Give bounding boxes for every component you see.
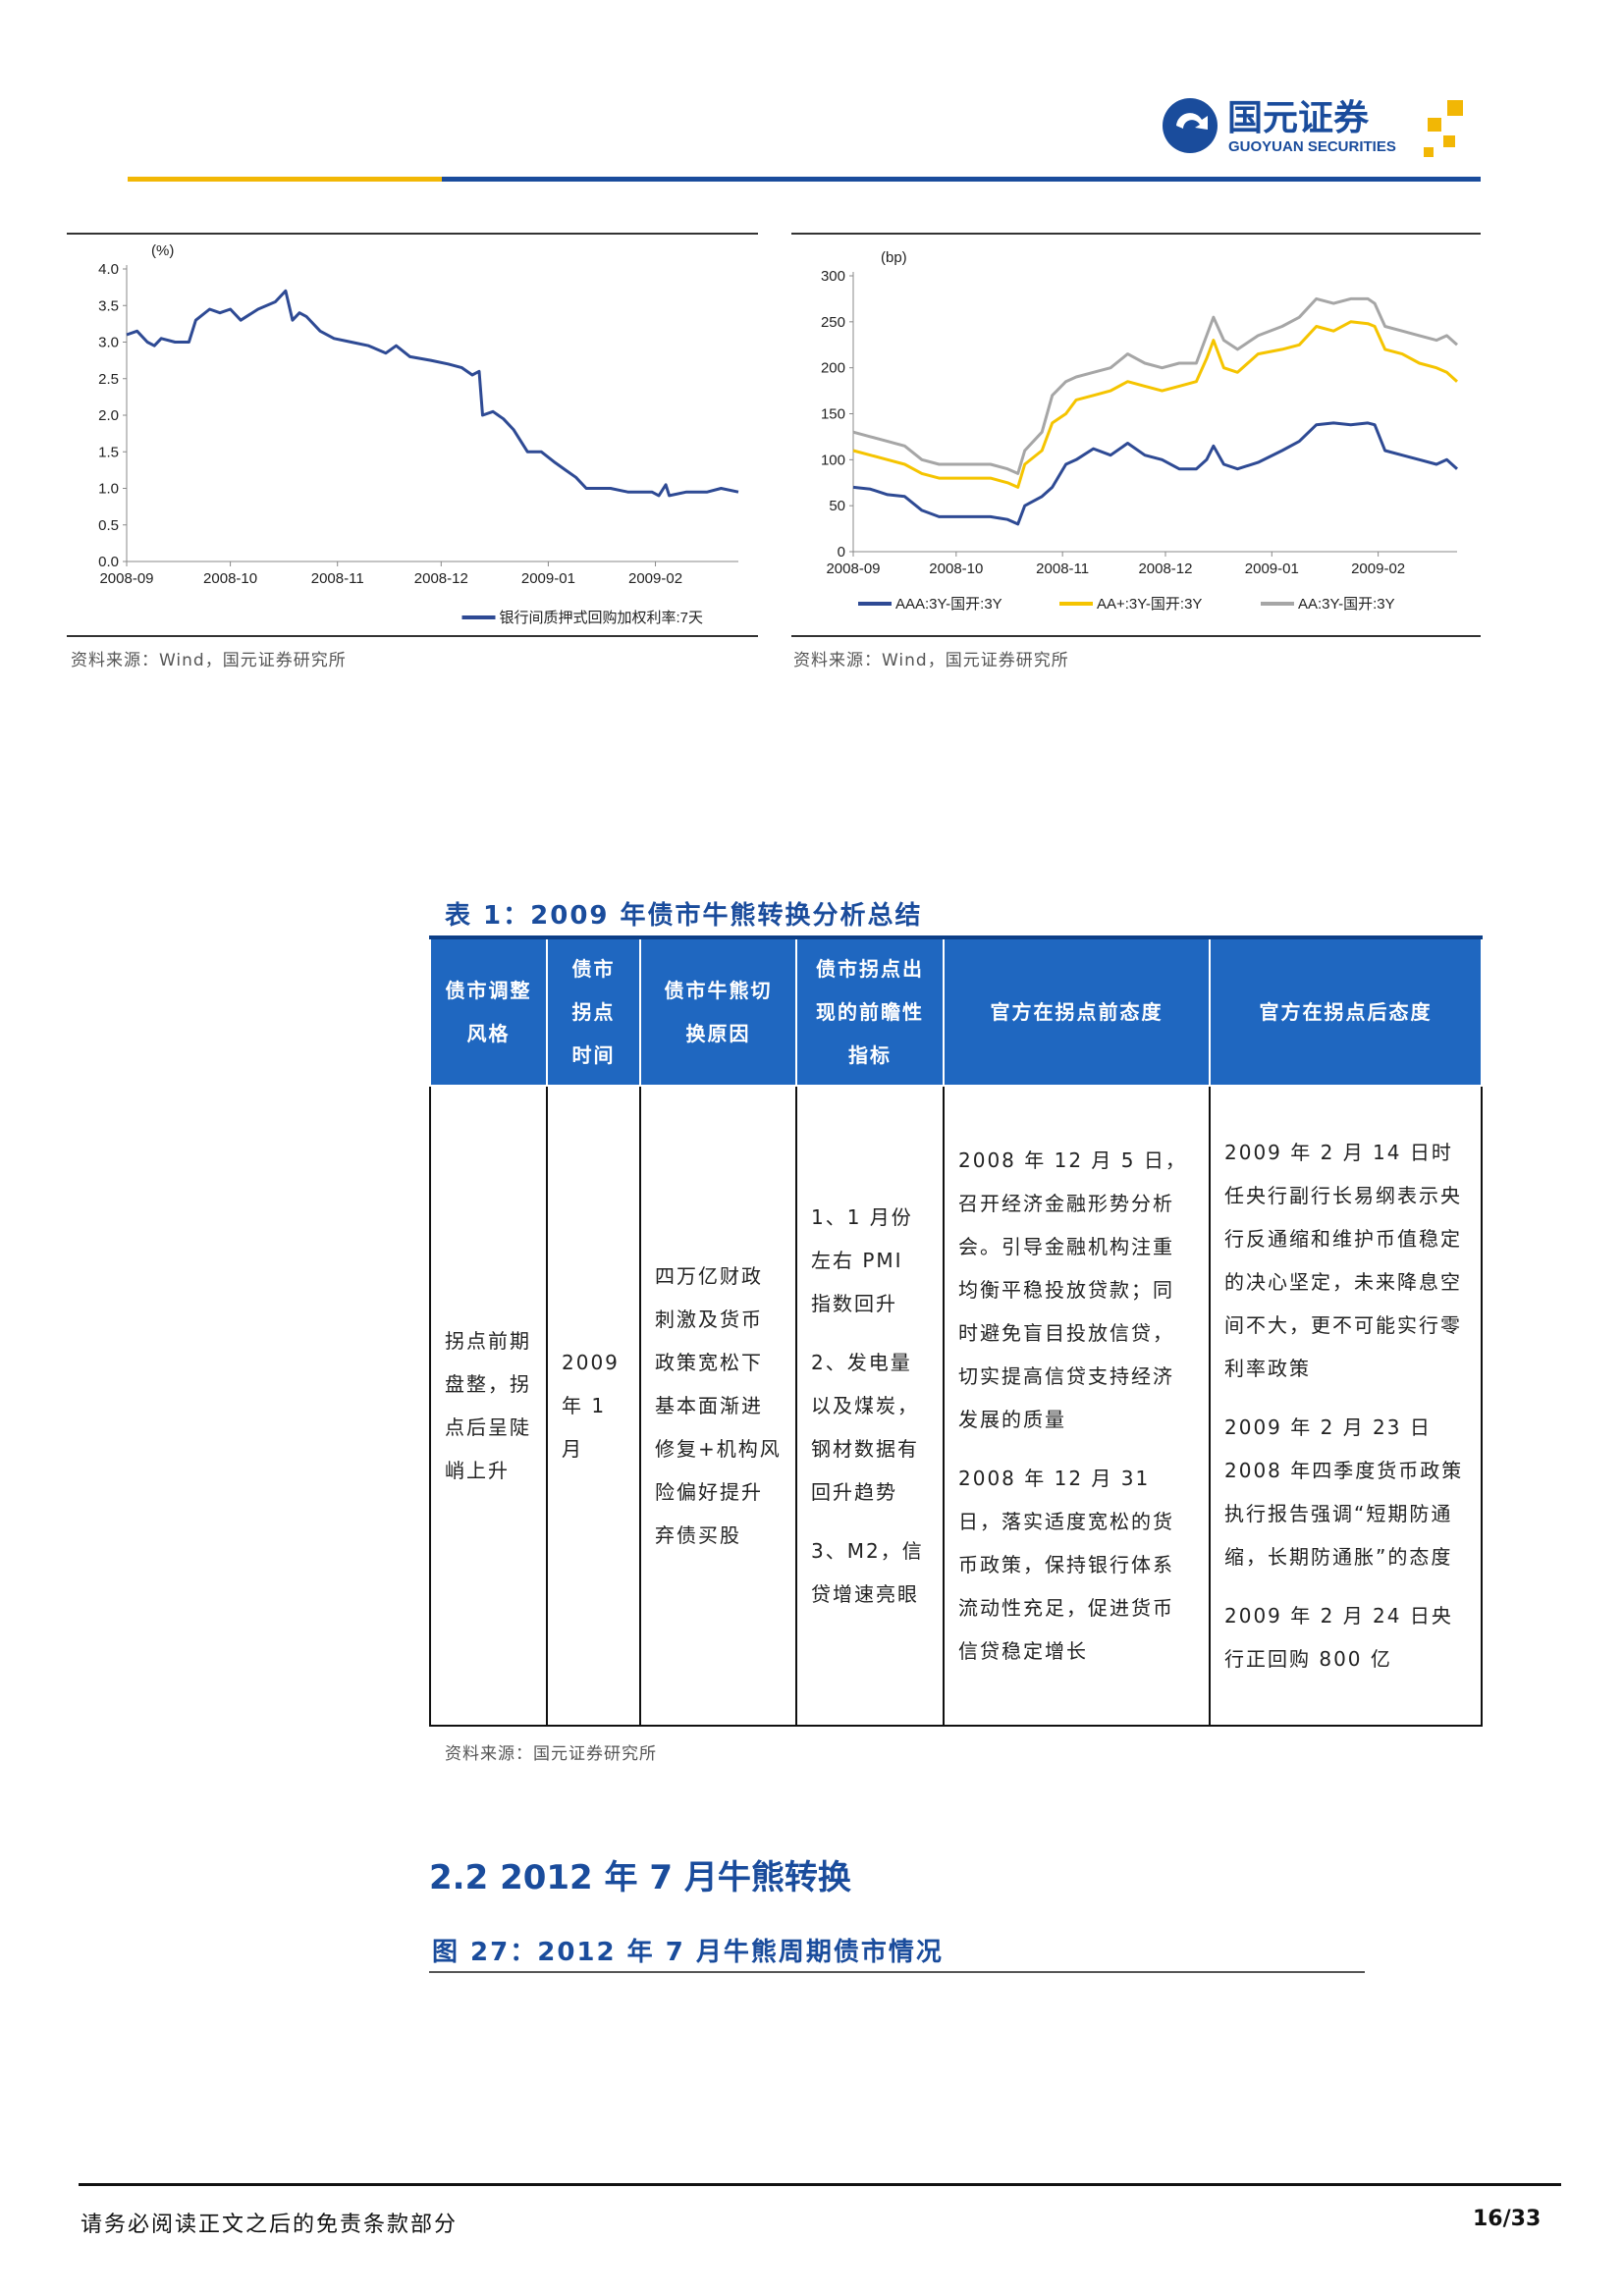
table-header-cell: 官方在拐点前态度 bbox=[943, 935, 1211, 1087]
cell-paragraph: 2009 年 2 月 24 日央行正回购 800 亿 bbox=[1224, 1604, 1453, 1671]
footer-disclaimer: 请务必阅读正文之后的免责条款部分 bbox=[81, 2213, 459, 2237]
y-tick-label: 300 bbox=[821, 268, 845, 285]
cell-paragraph: 3、M2，信贷增速亮眼 bbox=[811, 1539, 924, 1606]
section-heading: 2.2 2012 年 7 月牛熊转换 bbox=[429, 1858, 851, 1897]
x-tick-label: 2008-11 bbox=[311, 570, 364, 587]
y-tick-label: 50 bbox=[829, 498, 845, 514]
x-tick-label: 2008-09 bbox=[826, 561, 880, 577]
x-tick-label: 2009-02 bbox=[628, 570, 682, 587]
cell-paragraph: 拐点前期盘整，拐点后呈陡峭上升 bbox=[445, 1329, 531, 1482]
cell-paragraph: 1、1 月份左右 PMI 指数回升 bbox=[811, 1205, 913, 1315]
y-tick-label: 1.0 bbox=[98, 481, 119, 498]
logo-square bbox=[1443, 135, 1455, 147]
table-header-cell: 债市拐点出现的前瞻性指标 bbox=[795, 935, 945, 1087]
footer-rule bbox=[79, 2183, 1561, 2186]
table-header: 债市调整风格 债市拐点时间 债市牛熊切换原因 债市拐点出现的前瞻性指标 官方在拐点前态度… bbox=[429, 935, 1483, 1087]
x-tick-label: 2008-12 bbox=[1138, 561, 1192, 577]
logo-en: GUOYUAN SECURITIES bbox=[1228, 138, 1396, 155]
y-tick-label: 0.0 bbox=[98, 554, 119, 570]
source-note: 资料来源：国元证券研究所 bbox=[445, 1744, 657, 1764]
cell-paragraph: 2、发电量以及煤炭，钢材数据有回升趋势 bbox=[811, 1351, 919, 1504]
y-tick-label: 2.0 bbox=[98, 407, 119, 424]
table-cell: 2009 年 1 月 bbox=[546, 1085, 641, 1727]
source-note: 资料来源：Wind，国元证券研究所 bbox=[71, 651, 347, 670]
header-rule-blue bbox=[442, 177, 1481, 182]
x-tick-label: 2008-10 bbox=[929, 561, 983, 577]
x-tick-label: 2008-12 bbox=[414, 570, 468, 587]
y-tick-label: 4.0 bbox=[98, 261, 119, 278]
table-body: 拐点前期盘整，拐点后呈陡峭上升 2009 年 1 月四万亿财政刺激及货币政策宽松下… bbox=[429, 1085, 1483, 1727]
x-tick-label: 2008-09 bbox=[99, 570, 153, 587]
table: 债市调整风格 债市拐点时间 债市牛熊切换原因 债市拐点出现的前瞻性指标 官方在拐点前态度… bbox=[429, 935, 1483, 1727]
cell-paragraph: 2009 年 2 月 14 日时任央行副行长易纲表示央行反通缩和维护币值稳定的决… bbox=[1224, 1141, 1462, 1380]
logo-icon bbox=[1163, 98, 1218, 153]
figure-title: 图 27：2012 年 7 月牛熊周期债市情况 bbox=[432, 1938, 944, 1967]
table-header-cell: 债市牛熊切换原因 bbox=[639, 935, 797, 1087]
cell-paragraph: 2009 年 1 月 bbox=[562, 1351, 620, 1461]
figure-rule bbox=[429, 1971, 1365, 1973]
legend-label: AA+:3Y-国开:3Y bbox=[1097, 596, 1202, 613]
table-cell: 1、1 月份左右 PMI 指数回升 2、发电量以及煤炭，钢材数据有回升趋势 3、M2… bbox=[795, 1085, 945, 1727]
x-tick-label: 2008-10 bbox=[203, 570, 257, 587]
logo-cn: 国元证券 bbox=[1227, 98, 1370, 138]
legend-label: AAA:3Y-国开:3Y bbox=[895, 596, 1002, 613]
y-tick-label: 3.0 bbox=[98, 335, 119, 351]
y-tick-label: 100 bbox=[821, 452, 845, 468]
table-header-cell: 官方在拐点后态度 bbox=[1209, 935, 1483, 1087]
table-cell: 四万亿财政刺激及货币政策宽松下基本面渐进修复+机构风险偏好提升弃债买股 bbox=[639, 1085, 797, 1727]
y-tick-label: 200 bbox=[821, 360, 845, 377]
y-tick-label: 0 bbox=[838, 544, 845, 561]
legend-label: 银行间质押式回购加权利率:7天 bbox=[500, 610, 704, 626]
table-header-cell: 债市调整风格 bbox=[429, 935, 548, 1087]
x-tick-label: 2008-11 bbox=[1036, 561, 1089, 577]
series-line bbox=[852, 296, 1459, 475]
axis-unit: (bp) bbox=[881, 249, 907, 266]
y-tick-label: 2.5 bbox=[98, 371, 119, 388]
x-tick-label: 2009-01 bbox=[1245, 561, 1299, 577]
cell-paragraph: 2009 年 2 月 23 日 2008 年四季度货币政策执行报告强调“短期防通… bbox=[1224, 1415, 1464, 1569]
table-cell: 2008 年 12 月 5 日，召开经济金融形势分析会。引导金融机构注重均衡平稳… bbox=[943, 1085, 1211, 1727]
logo-square bbox=[1428, 118, 1441, 132]
axis-unit: (%) bbox=[151, 242, 174, 259]
page-number: 16/33 bbox=[1473, 2207, 1542, 2231]
header-rule-gold bbox=[128, 177, 442, 182]
source-note: 资料来源：Wind，国元证券研究所 bbox=[793, 651, 1069, 670]
logo-square bbox=[1424, 147, 1434, 157]
series-line bbox=[852, 320, 1459, 489]
y-tick-label: 0.5 bbox=[98, 517, 119, 534]
table-cell: 拐点前期盘整，拐点后呈陡峭上升 bbox=[429, 1085, 548, 1727]
cell-paragraph: 2008 年 12 月 5 日，召开经济金融形势分析会。引导金融机构注重均衡平稳… bbox=[958, 1148, 1187, 1431]
legend-label: AA:3Y-国开:3Y bbox=[1298, 596, 1395, 613]
chart: (%) 0.0 0.5 1.0 1.5 2.0 2.5 3.0 3.5 4.0 2008-09 200… bbox=[67, 233, 758, 637]
series-line bbox=[852, 421, 1459, 526]
table-title: 表 1：2009 年债市牛熊转换分析总结 bbox=[445, 901, 923, 931]
y-tick-label: 3.5 bbox=[98, 297, 119, 314]
x-tick-label: 2009-02 bbox=[1351, 561, 1405, 577]
table-cell: 2009 年 2 月 14 日时任央行副行长易纲表示央行反通缩和维护币值稳定的决… bbox=[1209, 1085, 1483, 1727]
chart: (bp) 0 50 100 150 200 250 300 2008-09 2008-10 2008… bbox=[791, 233, 1481, 637]
cell-paragraph: 2008 年 12 月 31 日，落实适度宽松的货币政策，保持银行体系流动性充足… bbox=[958, 1467, 1174, 1663]
y-tick-label: 250 bbox=[821, 314, 845, 331]
logo: 国元证券 GUOYUAN SECURITIES bbox=[1163, 98, 1463, 157]
table-header-cell: 债市拐点时间 bbox=[546, 935, 641, 1087]
logo-square bbox=[1447, 100, 1463, 116]
table-row: 拐点前期盘整，拐点后呈陡峭上升 2009 年 1 月四万亿财政刺激及货币政策宽松下… bbox=[429, 1085, 1483, 1727]
series-line bbox=[126, 289, 739, 498]
logo-icon-arrow bbox=[1176, 113, 1208, 130]
y-tick-label: 150 bbox=[821, 406, 845, 423]
y-tick-label: 1.5 bbox=[98, 444, 119, 460]
cell-paragraph: 四万亿财政刺激及货币政策宽松下基本面渐进修复+机构风险偏好提升弃债买股 bbox=[655, 1264, 782, 1547]
x-tick-label: 2009-01 bbox=[521, 570, 575, 587]
